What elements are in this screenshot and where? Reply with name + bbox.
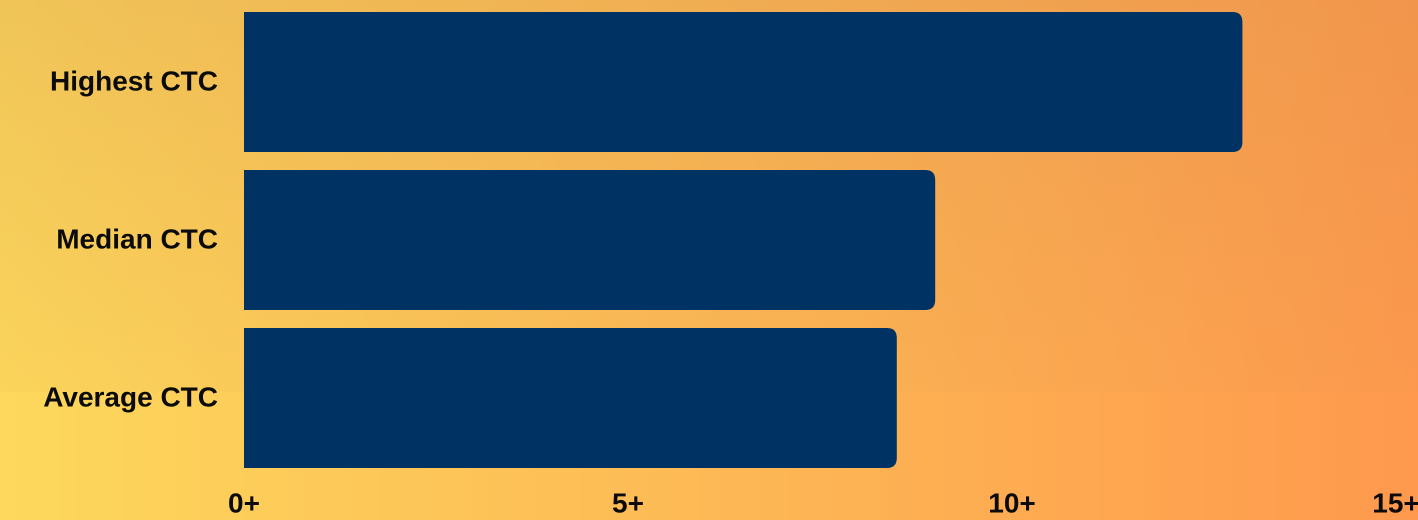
- x-tick-label: 0+: [228, 487, 260, 518]
- x-tick-label: 15+: [1372, 487, 1418, 518]
- bar: [244, 170, 936, 310]
- y-tick-label: Median CTC: [56, 223, 218, 254]
- x-tick-label: 5+: [612, 487, 644, 518]
- y-tick-label: Average CTC: [43, 381, 218, 412]
- x-tick-label: 10+: [988, 487, 1036, 518]
- bar: [244, 12, 1243, 152]
- bar: [244, 328, 897, 468]
- y-tick-label: Highest CTC: [50, 65, 218, 96]
